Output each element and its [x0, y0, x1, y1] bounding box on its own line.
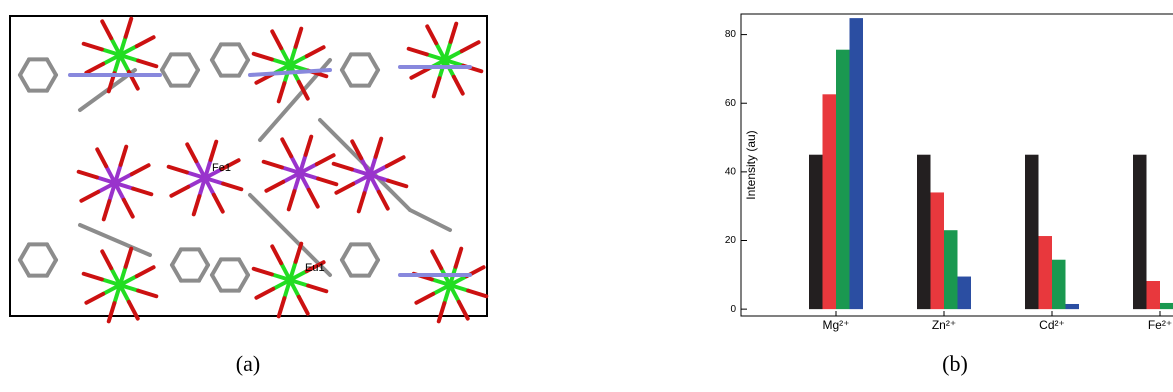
caption: (a): [236, 351, 260, 376]
bar: [1147, 281, 1161, 309]
bar: [958, 277, 972, 310]
x-tick-label: Fe²⁺: [1148, 318, 1172, 332]
figure: Fe1 Eu1 (a) (b) Intensity (au) 0 20 40 60 80…: [0, 0, 1173, 392]
bar: [1039, 236, 1053, 309]
bar: [1025, 155, 1039, 309]
bar: [944, 230, 958, 309]
caption: (b): [942, 351, 968, 376]
y-tick-label: 40: [725, 167, 737, 178]
bar: [1160, 303, 1173, 309]
y-tick-label: 0: [730, 304, 736, 315]
bar: [917, 155, 931, 309]
bar: [823, 94, 837, 309]
y-tick-label: 80: [725, 29, 737, 40]
y-tick-label: 20: [725, 235, 737, 246]
page: Fe1 Eu1 (a) (b) Intensity (au) 0 20 40 60 80…: [0, 0, 1173, 392]
atom-label: Eu1: [305, 262, 325, 274]
y-axis-label: Intensity (au): [744, 130, 758, 199]
x-tick-label: Zn²⁺: [932, 318, 956, 332]
bar: [850, 18, 864, 309]
bar: [836, 50, 850, 309]
x-tick-label: Cd²⁺: [1039, 318, 1065, 332]
x-tick-label: Mg²⁺: [823, 318, 850, 332]
bar: [1052, 260, 1066, 309]
bar: [931, 192, 945, 309]
bar: [1066, 304, 1080, 309]
bar: [1133, 155, 1147, 309]
bar: [809, 155, 823, 309]
y-tick-label: 60: [725, 98, 737, 109]
atom-label: Fe1: [212, 162, 231, 174]
